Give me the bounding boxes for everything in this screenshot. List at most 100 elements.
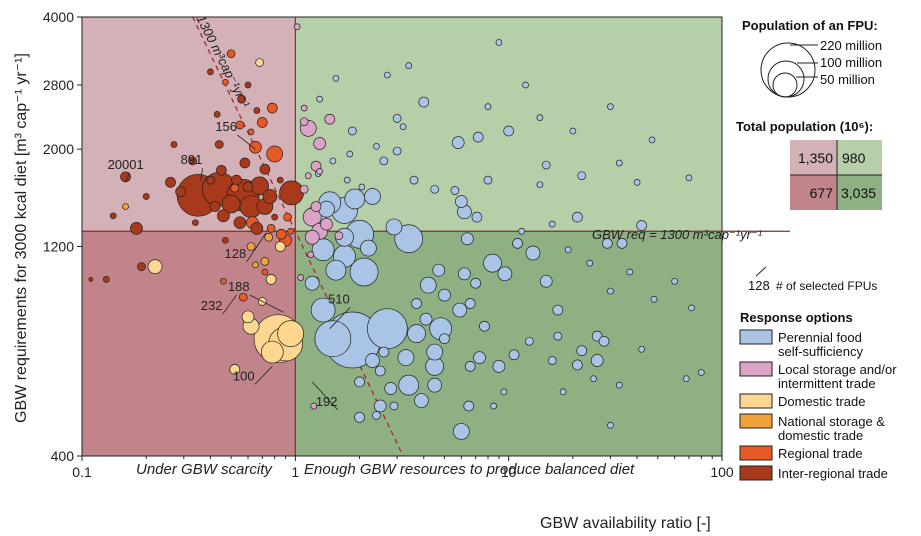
point-perennial (473, 351, 486, 365)
point-perennial (536, 114, 544, 121)
y-tick-label: 400 (51, 448, 75, 464)
point-national (260, 257, 270, 266)
point-interregional (279, 180, 304, 206)
point-domestic (274, 241, 286, 252)
point-perennial (379, 156, 389, 166)
point-interregional (109, 212, 117, 220)
point-perennial (365, 353, 380, 368)
point-perennial (452, 302, 468, 318)
annotation-label: 232 (201, 298, 223, 313)
point-perennial (397, 349, 415, 367)
point-interregional (214, 140, 224, 149)
point-perennial (590, 354, 604, 367)
point-interregional (209, 201, 221, 212)
point-interregional (216, 164, 227, 176)
point-perennial (615, 159, 623, 167)
point-interregional (206, 175, 215, 185)
point-perennial (392, 114, 402, 123)
point-perennial (508, 349, 520, 361)
point-interregional (244, 81, 252, 89)
point-local (304, 172, 312, 180)
point-national (122, 203, 129, 210)
point-perennial (541, 160, 551, 170)
point-perennial (407, 324, 426, 343)
point-regional (238, 292, 248, 302)
legend-label-perennial: Perennial food (778, 330, 862, 345)
point-perennial (419, 276, 437, 294)
annotation-leader (311, 381, 339, 411)
plot-frame (81, 16, 723, 457)
y-tick-label: 4000 (43, 9, 74, 25)
annotation-leader (125, 173, 130, 183)
point-local (299, 117, 309, 127)
point-perennial (458, 267, 471, 281)
data-points (88, 23, 705, 440)
point-interregional (237, 94, 246, 104)
point-regional (235, 120, 245, 130)
point-perennial (344, 188, 366, 210)
annotation-label: 510 (328, 292, 350, 307)
point-interregional (231, 174, 242, 186)
legend-swatch-domestic (739, 393, 773, 409)
point-interregional (222, 236, 229, 244)
point-regional (226, 49, 236, 59)
legend-label-perennial: self-sufficiency (778, 344, 864, 359)
threshold-lines (82, 16, 790, 457)
annotation-label: 192 (316, 394, 338, 409)
point-interregional (102, 276, 110, 283)
legend-population-100: 100 million (820, 55, 882, 70)
point-perennial (569, 127, 577, 135)
point-perennial (463, 400, 475, 412)
point-perennial (451, 136, 465, 149)
point-perennial (500, 388, 508, 396)
x-tick-label: 10 (501, 464, 517, 480)
point-domestic (255, 58, 264, 67)
x-tick-label: 0.1 (72, 464, 92, 480)
point-domestic (277, 320, 304, 347)
point-perennial (524, 336, 534, 346)
point-perennial (384, 71, 391, 79)
total-cell-top-right (837, 140, 882, 175)
point-perennial (432, 263, 446, 277)
total-value-bottom-left: 677 (810, 185, 834, 201)
point-perennial (564, 246, 572, 254)
point-perennial (418, 96, 430, 108)
point-perennial (576, 345, 588, 357)
point-perennial (572, 211, 583, 223)
legend-circle-100 (767, 60, 805, 98)
legend-population-220: 220 million (820, 38, 882, 53)
legend-swatch-regional (739, 445, 773, 461)
point-local (334, 231, 344, 241)
point-perennial (607, 421, 614, 429)
point-national (252, 261, 259, 269)
annotations: 20001 891 156 128 188 232 100 510 192 (108, 119, 351, 411)
point-perennial (688, 304, 695, 312)
point-perennial (536, 181, 544, 189)
point-domestic (260, 340, 284, 364)
annotation-leader (222, 294, 237, 315)
annotation-label: 128 (225, 246, 247, 261)
legend: Population of an FPU: 220 million 100 mi… (736, 18, 897, 481)
point-perennial (472, 131, 484, 143)
point-regional (266, 102, 278, 114)
point-local (313, 137, 326, 150)
point-local (307, 251, 315, 259)
point-interregional (213, 111, 221, 118)
point-perennial (378, 346, 390, 358)
point-perennial (384, 382, 398, 395)
point-domestic (241, 310, 255, 324)
total-value-bottom-right: 3,035 (841, 185, 876, 201)
annotation-leader (329, 307, 351, 329)
point-perennial (329, 157, 337, 165)
point-perennial (398, 374, 420, 396)
point-perennial (483, 253, 502, 273)
point-interregional (192, 219, 199, 227)
point-perennial (373, 399, 387, 413)
point-interregional (253, 107, 261, 114)
point-regional (283, 212, 292, 222)
point-perennial (495, 39, 503, 46)
point-perennial (454, 195, 468, 208)
point-perennial (409, 175, 419, 185)
point-interregional (221, 194, 241, 214)
point-perennial (427, 377, 443, 393)
